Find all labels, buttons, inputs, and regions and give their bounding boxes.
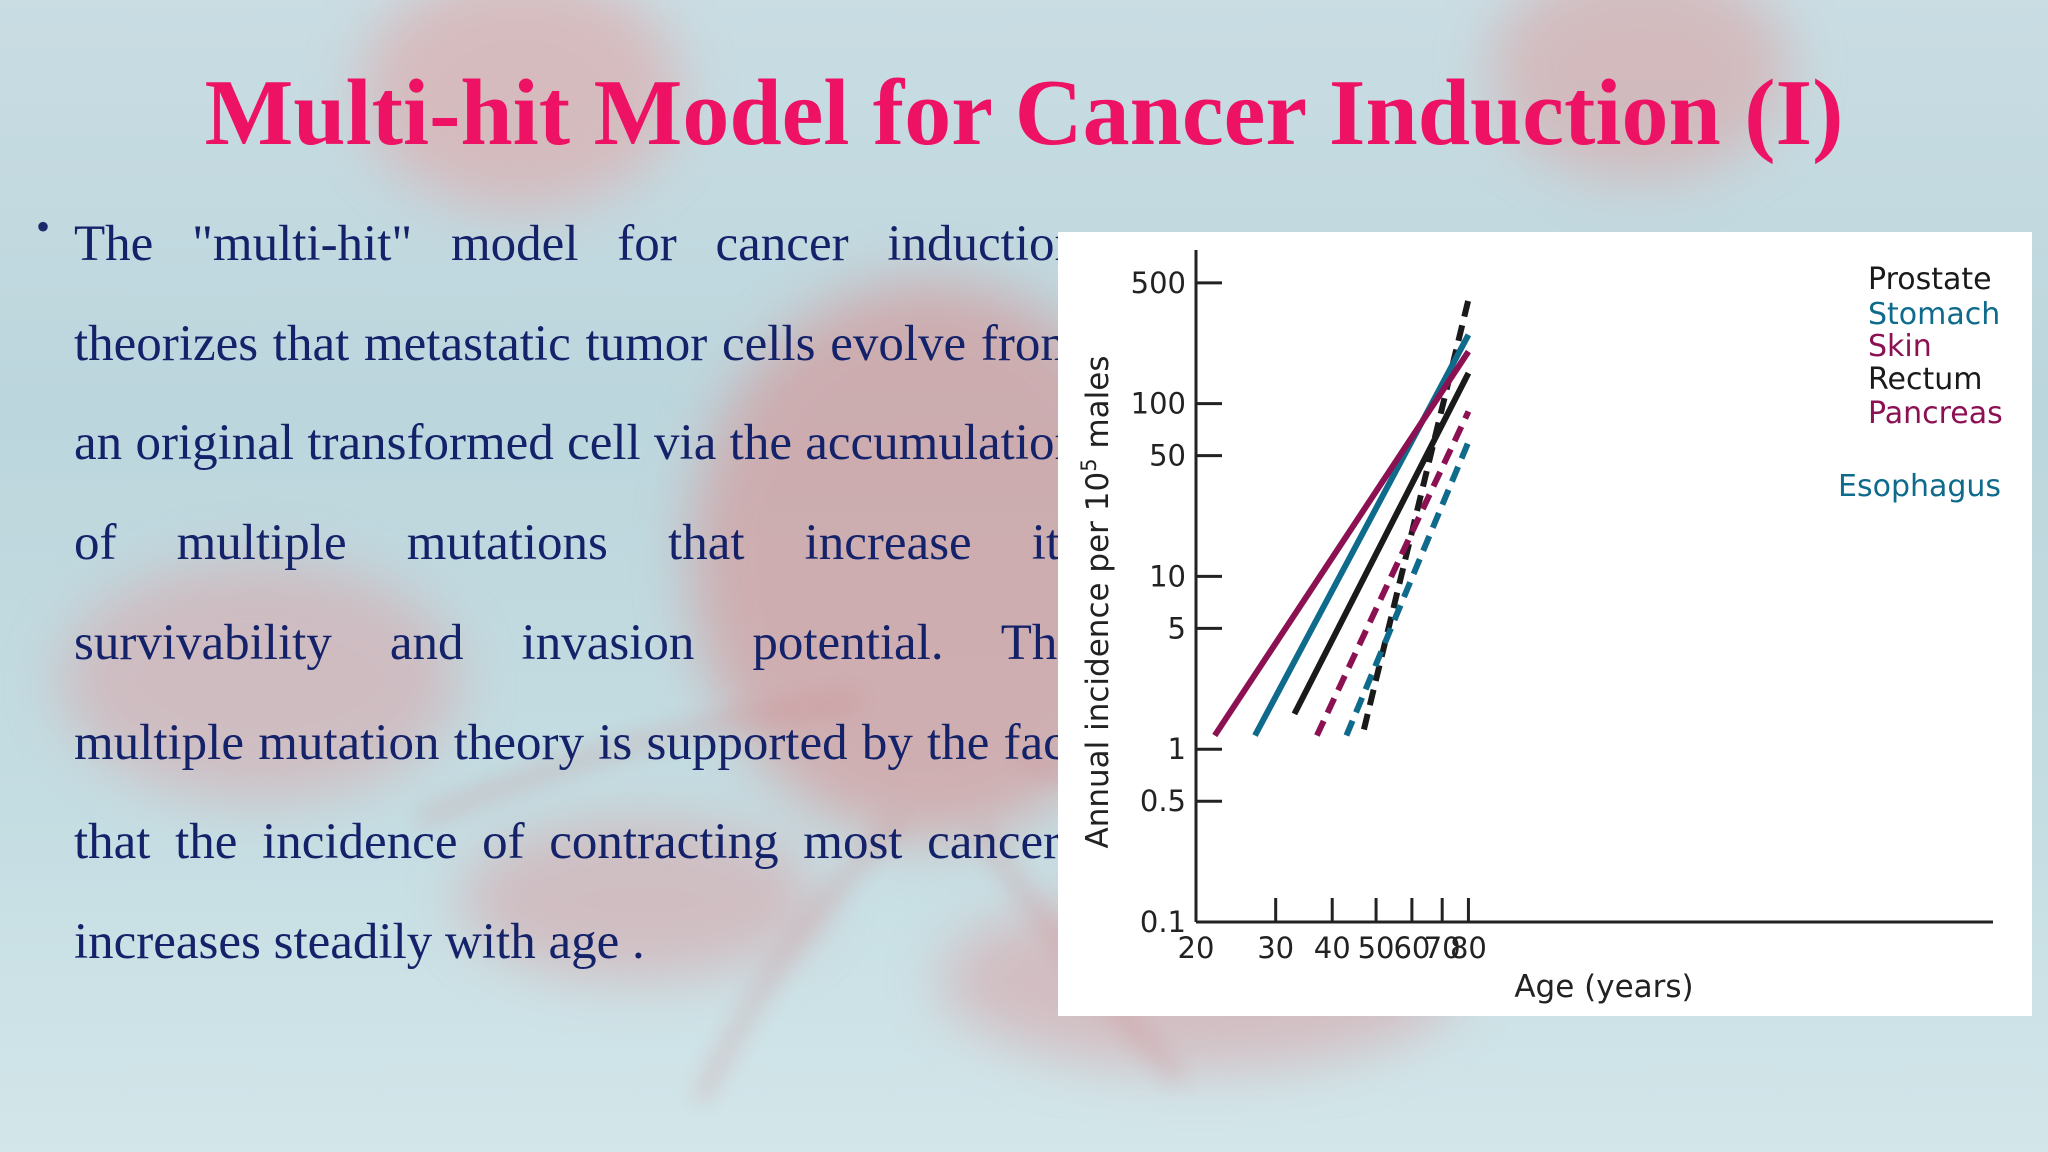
x-tick-label: 40 [1314, 931, 1351, 965]
y-tick-label: 10 [1149, 559, 1186, 593]
x-tick-label: 80 [1450, 931, 1487, 965]
x-tick-label: 30 [1257, 931, 1294, 965]
series-line-rectum [1291, 371, 1472, 716]
legend-label-stomach: Stomach [1868, 297, 2000, 332]
series-line-skin [1212, 349, 1471, 738]
series-line-pancreas [1314, 410, 1472, 737]
y-tick-label: 500 [1131, 266, 1186, 300]
bullet-text: The "multi-hit" model for cancer inducti… [74, 216, 1080, 970]
x-tick-label: 20 [1178, 931, 1215, 965]
y-tick-label: 5 [1168, 611, 1186, 645]
legend-label-pancreas: Pancreas [1868, 396, 2003, 431]
slide-title: Multi-hit Model for Cancer Induction (I) [204, 61, 1844, 165]
y-tick-label: 50 [1149, 439, 1186, 473]
legend-label-esophagus: Esophagus [1838, 469, 2001, 504]
series-line-esophagus [1343, 440, 1472, 737]
y-tick-label: 0.1 [1140, 905, 1186, 939]
x-axis-title: Age (years) [1514, 969, 1693, 1005]
y-axis-title: Annual incidence per 105 males [1077, 356, 1116, 849]
x-tick-label: 60 [1393, 931, 1430, 965]
incidence-chart: 0.1 0.5 1 5 10 50 100 500 20 30 40 50 60 70 80 Age (yea… [1058, 232, 2032, 1016]
x-tick-label: 70 [1424, 931, 1461, 965]
y-tick-label: 1 [1168, 732, 1186, 766]
legend-label-rectum: Rectum [1868, 362, 1982, 397]
bullet-marker: • [36, 204, 51, 249]
legend-label-prostate: Prostate [1868, 262, 1992, 297]
y-tick-label: 100 [1131, 387, 1186, 421]
y-tick-label: 0.5 [1140, 784, 1186, 818]
legend-label-skin: Skin [1868, 329, 1932, 364]
x-tick-label: 50 [1358, 931, 1395, 965]
